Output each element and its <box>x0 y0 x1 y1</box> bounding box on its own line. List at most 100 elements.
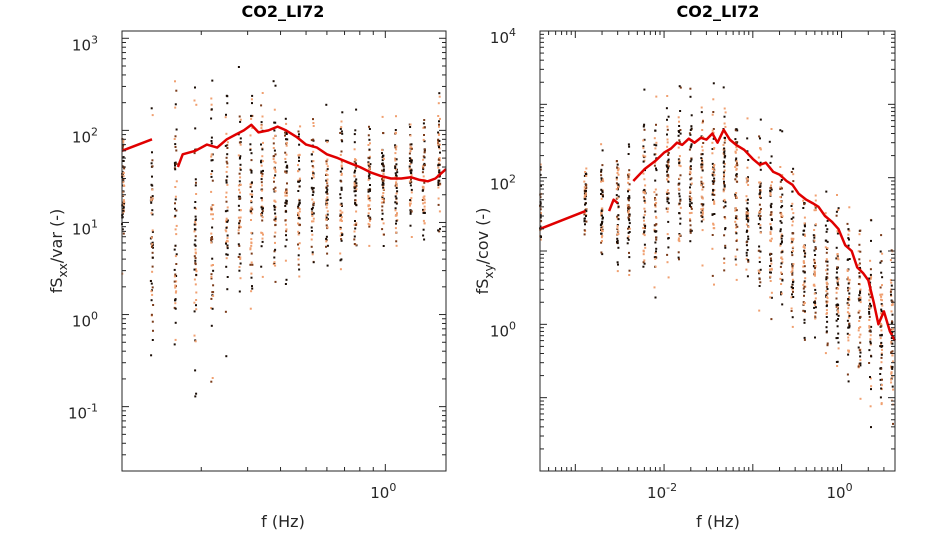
scatter-point <box>655 236 657 239</box>
scatter-point <box>539 173 542 176</box>
scatter-point <box>395 163 398 166</box>
scatter-point <box>792 239 794 242</box>
scatter-point <box>326 158 329 161</box>
scatter-point <box>792 290 794 293</box>
scatter-point <box>665 107 668 110</box>
scatter-point <box>151 159 154 162</box>
scatter-point <box>847 336 850 339</box>
scatter-point <box>194 244 197 247</box>
scatter-point <box>616 239 619 242</box>
scatter-point <box>701 121 704 124</box>
scatter-point <box>439 151 441 154</box>
scatter-point <box>298 247 300 250</box>
scatter-point <box>769 204 772 207</box>
scatter-point <box>879 337 882 340</box>
scatter-point <box>759 208 762 210</box>
scatter-point <box>261 219 264 222</box>
scatter-point <box>394 159 397 162</box>
scatter-point <box>310 226 313 229</box>
scatter-point <box>325 179 328 182</box>
scatter-point <box>745 199 748 202</box>
scatter-point <box>396 190 399 193</box>
scatter-point <box>438 133 441 136</box>
scatter-point <box>174 103 177 106</box>
scatter-point <box>325 186 328 189</box>
scatter-point <box>722 171 725 174</box>
scatter-point <box>667 161 670 163</box>
scatter-point <box>396 171 399 174</box>
scatter-point <box>601 217 604 220</box>
scatter-point <box>859 341 862 344</box>
scatter-point <box>889 279 892 282</box>
scatter-point <box>394 227 397 230</box>
scatter-point <box>325 173 328 176</box>
scatter-point <box>410 143 413 146</box>
scatter-point <box>585 175 588 177</box>
scatter-point <box>616 270 619 273</box>
scatter-point <box>700 111 703 114</box>
scatter-point <box>803 285 806 288</box>
scatter-point <box>175 253 178 256</box>
scatter-point <box>225 132 228 135</box>
scatter-point <box>261 160 264 163</box>
scatter-point <box>712 171 715 174</box>
scatter-point <box>250 261 253 264</box>
scatter-point <box>175 89 178 92</box>
scatter-point <box>825 290 828 293</box>
scatter-point <box>643 128 646 131</box>
scatter-point <box>880 295 883 298</box>
scatter-point <box>825 276 828 279</box>
scatter-point <box>272 263 275 266</box>
scatter-point <box>736 225 739 228</box>
scatter-point <box>846 302 849 305</box>
scatter-point <box>813 229 816 231</box>
scatter-point <box>628 256 631 259</box>
scatter-point <box>701 188 704 191</box>
scatter-point <box>780 221 783 224</box>
scatter-point <box>615 176 618 179</box>
scatter-point <box>368 244 371 247</box>
scatter-point <box>747 217 750 220</box>
scatter-point <box>339 259 342 262</box>
x-tick-label: 100 <box>827 481 853 502</box>
scatter-point <box>394 172 397 175</box>
scatter-point <box>409 224 412 227</box>
scatter-point <box>813 283 816 286</box>
scatter-point <box>382 168 385 171</box>
scatter-point <box>285 122 288 125</box>
scatter-point <box>891 331 894 333</box>
scatter-point <box>780 291 783 294</box>
scatter-point <box>814 303 817 306</box>
scatter-point <box>826 344 829 347</box>
scatter-point <box>868 310 871 313</box>
scatter-point <box>890 399 893 402</box>
scatter-point <box>211 226 214 229</box>
scatter-point <box>678 120 680 123</box>
scatter-point <box>312 261 315 264</box>
scatter-point <box>677 146 680 149</box>
scatter-point <box>151 165 154 168</box>
median-line-segment <box>539 209 586 231</box>
scatter-point <box>238 226 241 229</box>
scatter-point <box>665 164 668 167</box>
scatter-point <box>437 229 440 232</box>
scatter-point <box>341 234 344 236</box>
scatter-point <box>151 114 154 117</box>
scatter-point <box>410 197 413 200</box>
scatter-point <box>868 319 871 321</box>
scatter-point <box>835 257 838 260</box>
scatter-point <box>175 275 178 277</box>
scatter-point <box>210 155 213 158</box>
scatter-point <box>212 291 215 294</box>
scatter-point <box>423 134 425 136</box>
scatter-point <box>437 102 440 105</box>
scatter-point <box>395 148 398 151</box>
scatter-point <box>174 186 177 188</box>
scatter-point <box>879 286 882 289</box>
scatter-point <box>678 125 681 127</box>
scatter-point <box>340 120 343 123</box>
scatter-point <box>745 254 748 257</box>
scatter-point <box>759 281 762 284</box>
scatter-point <box>735 263 738 266</box>
